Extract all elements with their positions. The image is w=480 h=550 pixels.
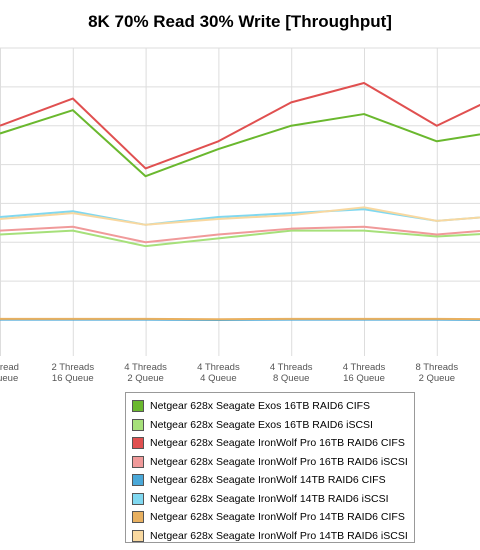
legend-swatch	[132, 400, 144, 413]
legend-swatch	[132, 437, 144, 450]
series-line-4	[0, 225, 480, 244]
legend: Netgear 628x Seagate Exos 16TB RAID6 CIF…	[125, 392, 415, 543]
legend-label: Netgear 628x Seagate IronWolf Pro 16TB R…	[150, 455, 408, 468]
legend-label: Netgear 628x Seagate IronWolf Pro 14TB R…	[150, 511, 405, 524]
legend-item[interactable]: Netgear 628x Seagate Exos 16TB RAID6 iSC…	[132, 416, 414, 435]
gridlines	[0, 47, 480, 356]
legend-swatch	[132, 455, 144, 468]
series-line-7	[0, 317, 480, 321]
legend-label: Netgear 628x Seagate IronWolf 14TB RAID6…	[150, 492, 389, 505]
series-line-1	[0, 109, 480, 178]
legend-swatch	[132, 511, 144, 524]
legend-label: Netgear 628x Seagate IronWolf Pro 16TB R…	[150, 437, 405, 450]
legend-swatch	[132, 529, 144, 542]
legend-label: Netgear 628x Seagate IronWolf Pro 14TB R…	[150, 529, 408, 542]
x-tick-label: 4 Threads 2 Queue	[124, 362, 167, 384]
legend-label: Netgear 628x Seagate Exos 16TB RAID6 CIF…	[150, 400, 371, 413]
legend-item[interactable]: Netgear 628x Seagate Exos 16TB RAID6 CIF…	[132, 397, 414, 416]
legend-item[interactable]: Netgear 628x Seagate IronWolf Pro 16TB R…	[132, 453, 414, 472]
series-line-8	[0, 206, 480, 226]
x-tick-label: 4 Threads 4 Queue	[197, 362, 240, 384]
x-tick-label: 2 Threads 16 Queue	[51, 362, 94, 384]
x-tick-label: 1 Thread1 Queue	[0, 362, 19, 384]
chart-title: 8K 70% Read 30% Write [Throughput]	[88, 12, 392, 31]
legend-item[interactable]: Netgear 628x Seagate IronWolf Pro 14TB R…	[132, 527, 414, 546]
x-tick-label: 4 Threads 8 Queue	[270, 362, 313, 384]
legend-label: Netgear 628x Seagate Exos 16TB RAID6 iSC…	[150, 418, 373, 431]
x-tick-label: 4 Threads 16 Queue	[343, 362, 386, 384]
x-tick-label: 8 Threads 2 Queue	[415, 362, 458, 384]
legend-swatch	[132, 492, 144, 505]
legend-item[interactable]: Netgear 628x Seagate IronWolf 14TB RAID6…	[132, 490, 414, 509]
legend-item[interactable]: Netgear 628x Seagate IronWolf Pro 14TB R…	[132, 508, 414, 527]
series-line-2	[0, 229, 480, 248]
series-line-3	[0, 81, 480, 170]
legend-label: Netgear 628x Seagate IronWolf 14TB RAID6…	[150, 474, 386, 487]
legend-item[interactable]: Netgear 628x Seagate IronWolf Pro 16TB R…	[132, 434, 414, 453]
legend-swatch	[132, 418, 144, 431]
legend-item[interactable]: Netgear 628x Seagate IronWolf 14TB RAID6…	[132, 471, 414, 490]
legend-swatch	[132, 474, 144, 487]
